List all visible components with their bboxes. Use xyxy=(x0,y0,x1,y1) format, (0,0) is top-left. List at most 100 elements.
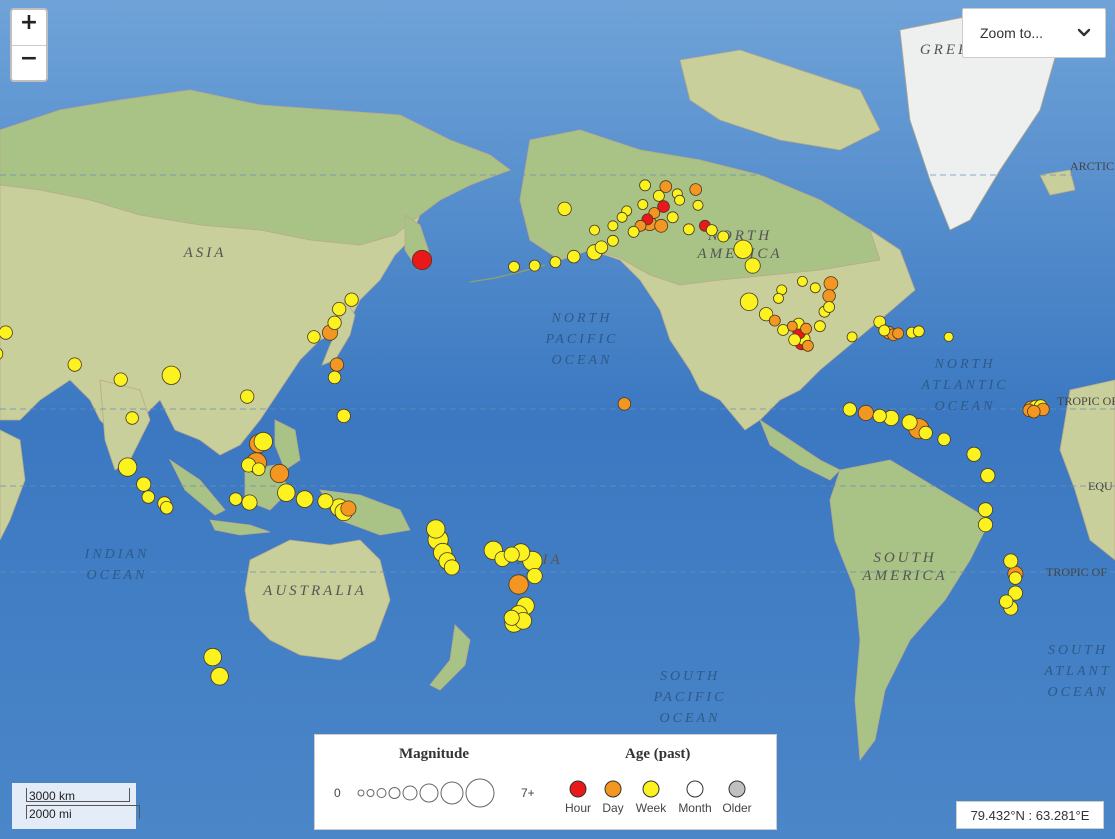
earthquake-marker[interactable] xyxy=(508,574,529,595)
earthquake-marker[interactable] xyxy=(689,183,702,196)
earthquake-marker[interactable] xyxy=(228,492,243,506)
earthquake-marker[interactable] xyxy=(637,199,649,210)
earthquake-marker[interactable] xyxy=(526,568,543,585)
earthquake-marker[interactable] xyxy=(503,609,520,626)
earthquake-marker[interactable] xyxy=(567,249,581,264)
earthquake-markers[interactable] xyxy=(0,177,1115,686)
earthquake-marker[interactable] xyxy=(627,225,640,238)
earthquake-marker[interactable] xyxy=(344,292,359,307)
earthquake-marker[interactable] xyxy=(682,223,695,236)
earthquake-marker[interactable] xyxy=(943,331,954,342)
earthquake-marker[interactable] xyxy=(252,462,266,476)
earthquake-marker[interactable] xyxy=(503,546,520,563)
earthquake-marker[interactable] xyxy=(607,234,619,247)
earthquake-marker[interactable] xyxy=(773,292,784,304)
earthquake-marker[interactable] xyxy=(317,493,334,510)
earthquake-marker[interactable] xyxy=(739,292,759,312)
earthquake-marker[interactable] xyxy=(295,490,314,508)
earthquake-marker[interactable] xyxy=(616,211,628,223)
earthquake-marker[interactable] xyxy=(161,365,181,385)
earthquake-marker[interactable] xyxy=(786,320,798,332)
earthquake-marker[interactable] xyxy=(846,331,858,343)
earthquake-marker[interactable] xyxy=(999,594,1014,609)
earthquake-marker[interactable] xyxy=(549,256,562,269)
earthquake-marker[interactable] xyxy=(797,275,808,287)
earthquake-marker[interactable] xyxy=(692,199,704,211)
earthquake-marker[interactable] xyxy=(426,519,446,539)
earthquake-marker[interactable] xyxy=(307,330,321,344)
earthquake-marker[interactable] xyxy=(1008,571,1023,585)
earthquake-marker[interactable] xyxy=(277,483,296,502)
earthquake-marker[interactable] xyxy=(788,333,801,347)
earthquake-marker[interactable] xyxy=(125,411,139,425)
earthquake-marker[interactable] xyxy=(717,230,730,243)
earthquake-marker[interactable] xyxy=(980,468,996,484)
earthquake-marker[interactable] xyxy=(340,500,357,517)
earthquake-marker[interactable] xyxy=(823,276,839,291)
earthquake-marker[interactable] xyxy=(594,240,609,254)
earthquake-marker[interactable] xyxy=(0,325,13,340)
earthquake-marker[interactable] xyxy=(654,218,669,233)
earthquake-marker[interactable] xyxy=(653,189,665,202)
earthquake-marker[interactable] xyxy=(823,301,835,313)
earthquake-marker[interactable] xyxy=(241,494,258,511)
earthquake-marker[interactable] xyxy=(705,224,718,237)
earthquake-marker[interactable] xyxy=(589,224,600,236)
earthquake-marker[interactable] xyxy=(639,179,651,192)
earthquake-marker[interactable] xyxy=(758,307,774,322)
earthquake-marker[interactable] xyxy=(842,402,857,417)
earthquake-marker[interactable] xyxy=(210,667,229,686)
earthquake-marker[interactable] xyxy=(336,408,351,423)
earthquake-marker[interactable] xyxy=(978,517,994,533)
earthquake-marker[interactable] xyxy=(1027,404,1041,419)
earthquake-marker[interactable] xyxy=(508,260,520,273)
earthquake-marker[interactable] xyxy=(528,259,541,272)
earthquake-marker[interactable] xyxy=(327,315,342,330)
earthquake-marker[interactable] xyxy=(978,502,994,518)
earthquake-marker[interactable] xyxy=(443,559,460,576)
earthquake-marker[interactable] xyxy=(857,404,874,421)
earthquake-marker[interactable] xyxy=(809,282,821,294)
earthquake-marker[interactable] xyxy=(1007,585,1023,601)
earthquake-marker[interactable] xyxy=(659,180,673,193)
earthquake-marker[interactable] xyxy=(0,348,4,361)
zoom-to-dropdown[interactable]: Zoom to... xyxy=(962,8,1106,58)
earthquake-marker[interactable] xyxy=(240,389,255,404)
earthquake-marker[interactable] xyxy=(912,325,925,338)
earthquake-marker[interactable] xyxy=(67,357,82,372)
earthquake-marker[interactable] xyxy=(269,463,289,484)
earthquake-marker[interactable] xyxy=(329,357,344,372)
earthquake-marker[interactable] xyxy=(1003,553,1019,569)
earthquake-marker[interactable] xyxy=(203,647,222,667)
earthquake-marker[interactable] xyxy=(411,249,433,271)
earthquake-marker[interactable] xyxy=(674,194,685,206)
earthquake-marker[interactable] xyxy=(744,257,761,274)
earthquake-marker[interactable] xyxy=(557,201,572,216)
earthquake-marker[interactable] xyxy=(118,457,138,477)
earthquake-marker[interactable] xyxy=(768,314,781,327)
earthquake-marker[interactable] xyxy=(733,239,753,259)
zoom-in-button[interactable]: + xyxy=(12,10,46,46)
earthquake-marker[interactable] xyxy=(141,490,156,504)
earthquake-marker[interactable] xyxy=(617,397,632,411)
earthquake-marker[interactable] xyxy=(802,339,814,352)
earthquake-marker[interactable] xyxy=(253,431,273,452)
earthquake-marker[interactable] xyxy=(901,414,918,431)
earthquake-marker[interactable] xyxy=(136,476,152,492)
earthquake-marker[interactable] xyxy=(937,432,951,447)
earthquake-marker[interactable] xyxy=(814,320,826,333)
earthquake-marker[interactable] xyxy=(872,408,887,423)
earthquake-marker[interactable] xyxy=(666,211,679,224)
earthquake-marker[interactable] xyxy=(327,370,342,385)
earthquake-marker[interactable] xyxy=(966,446,982,462)
earthquake-marker[interactable] xyxy=(332,301,347,317)
earthquake-marker[interactable] xyxy=(159,501,174,515)
zoom-out-button[interactable]: − xyxy=(19,46,39,71)
earthquake-marker[interactable] xyxy=(918,425,933,440)
earthquake-marker[interactable] xyxy=(607,220,619,232)
earthquake-marker[interactable] xyxy=(892,327,904,340)
earthquake-marker[interactable] xyxy=(822,289,836,303)
earthquake-marker[interactable] xyxy=(657,200,670,213)
earthquake-marker[interactable] xyxy=(800,322,812,335)
